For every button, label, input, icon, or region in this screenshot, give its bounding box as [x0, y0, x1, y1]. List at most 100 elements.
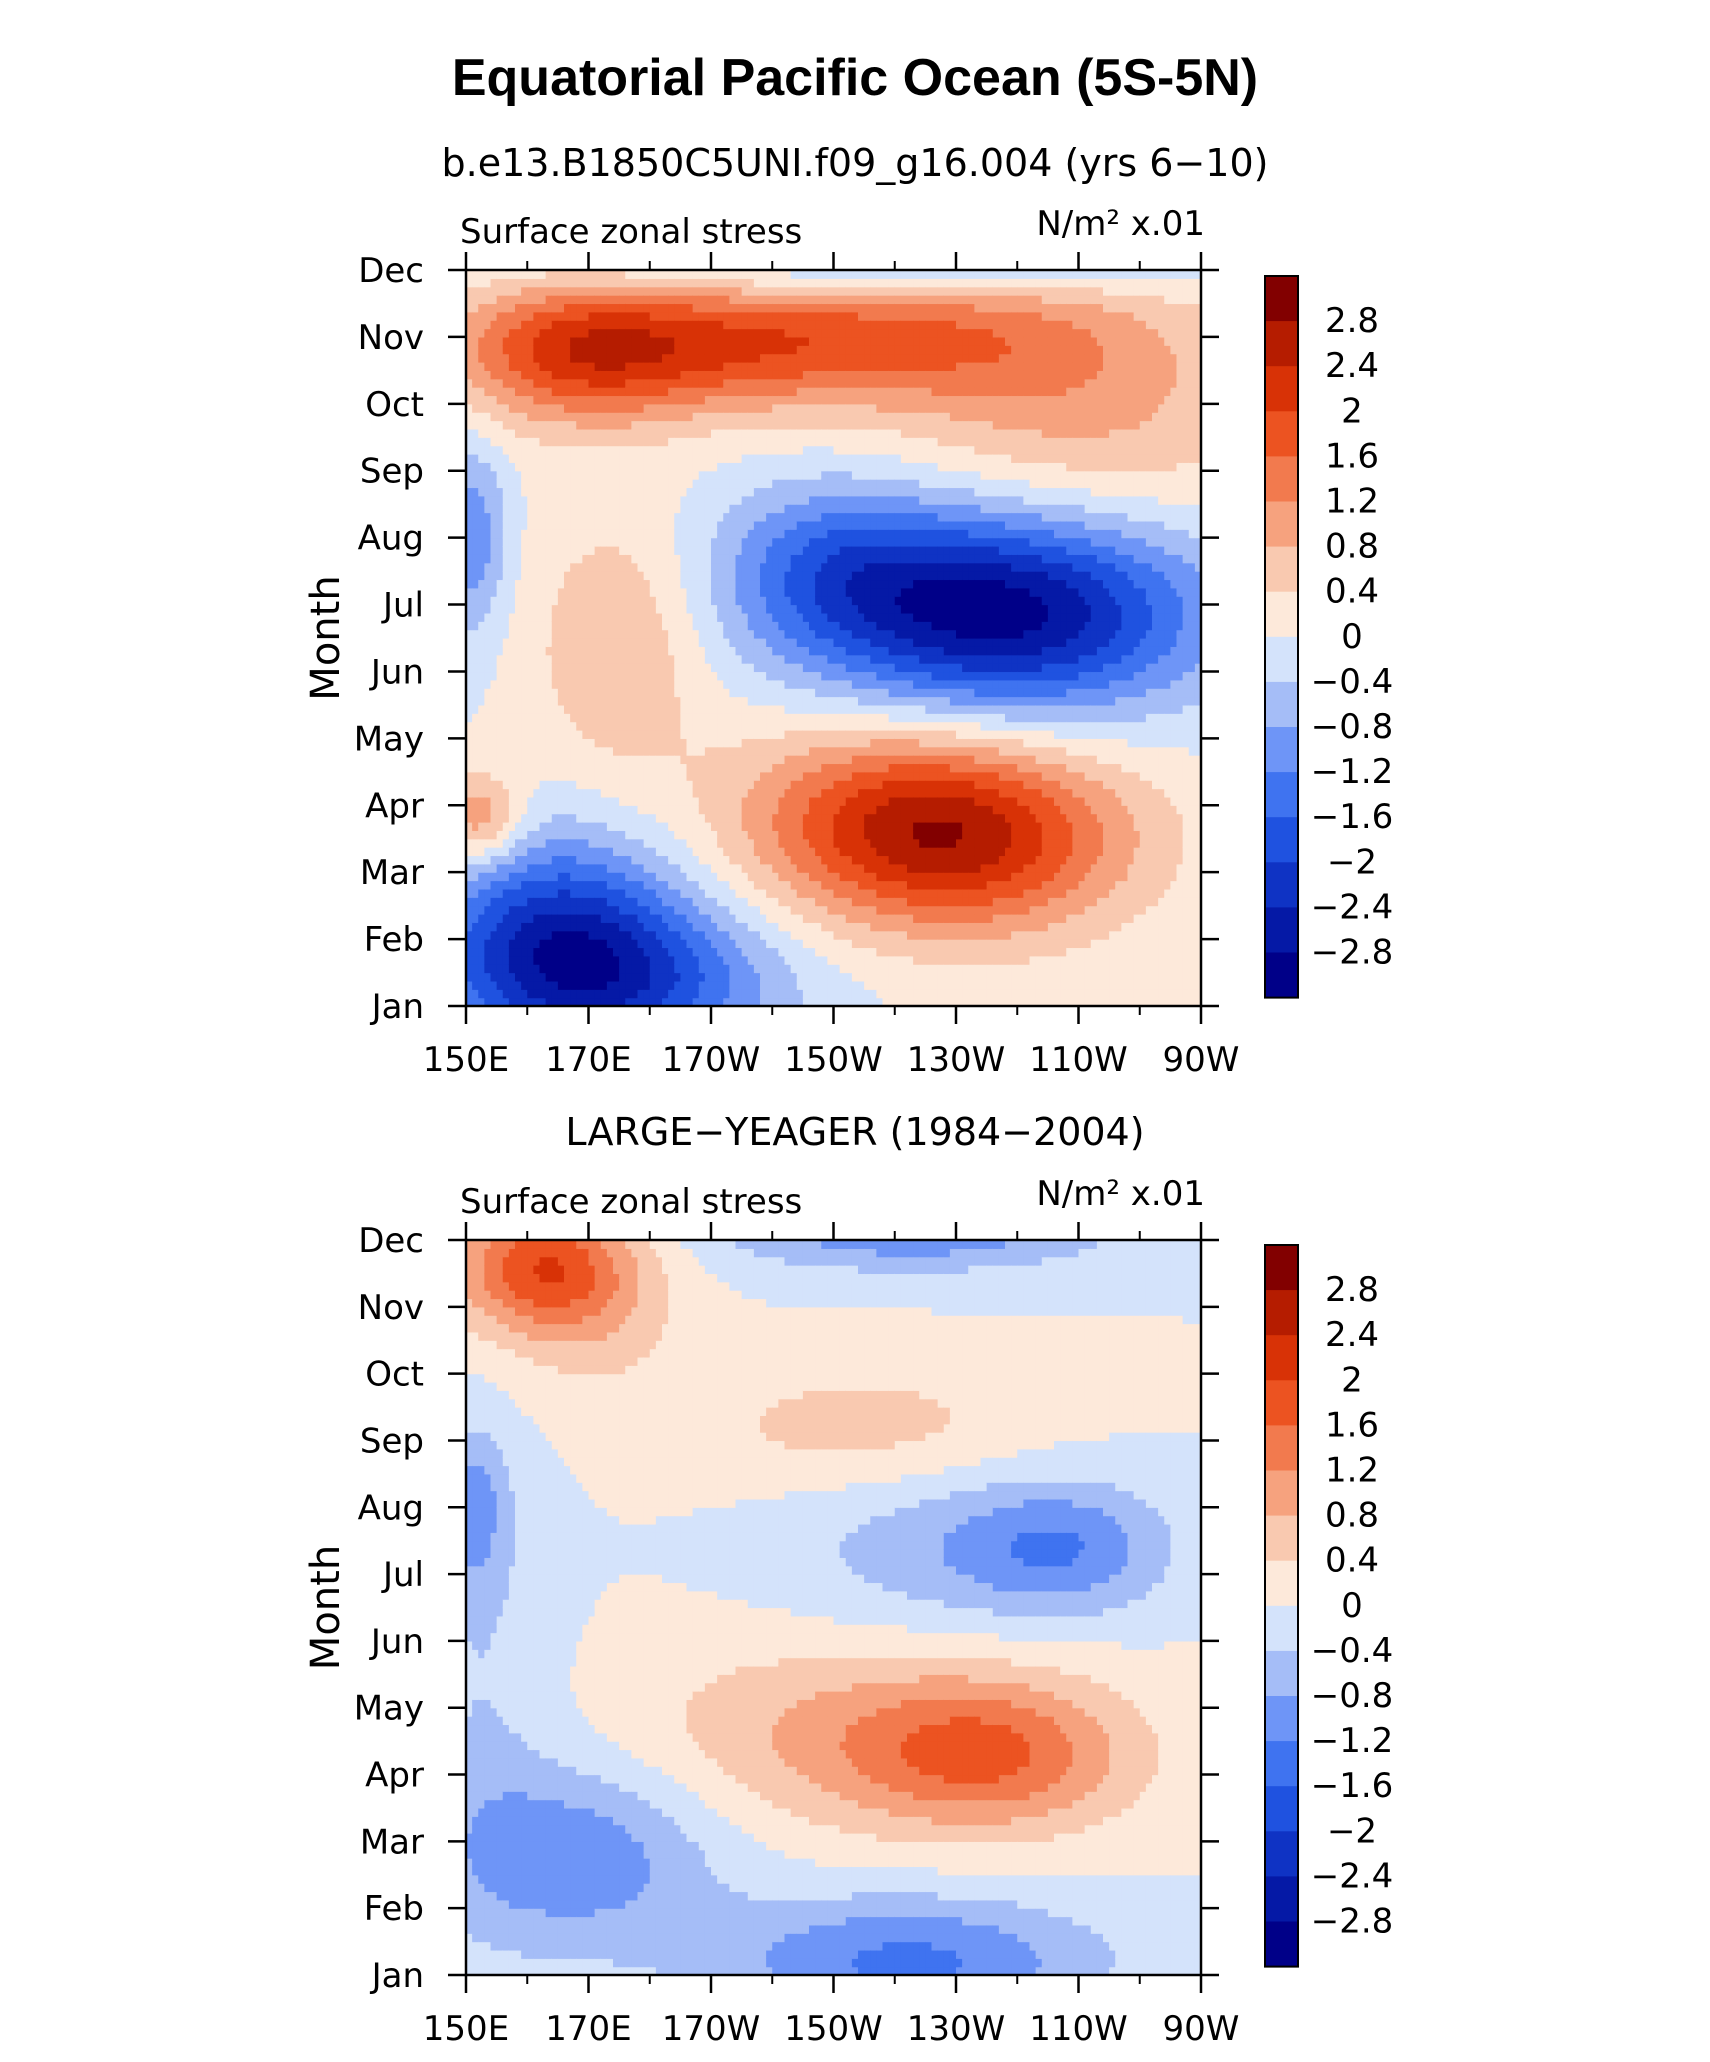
heatmap-cell [802, 888, 810, 898]
heatmap-cell [760, 403, 767, 413]
heatmap-cell [619, 771, 626, 781]
heatmap-cell [704, 980, 712, 990]
heatmap-cell [545, 345, 553, 355]
heatmap-cell [711, 336, 718, 346]
heatmap-cell [472, 303, 479, 313]
heatmap-cell [619, 604, 626, 614]
heatmap-cell [508, 830, 516, 840]
heatmap-cell [466, 612, 473, 622]
heatmap-cell [588, 604, 596, 614]
heatmap-cell [760, 780, 767, 790]
heatmap-cell [533, 579, 541, 589]
heatmap-cell [521, 454, 528, 463]
heatmap-cell [557, 537, 565, 547]
heatmap-cell [472, 554, 479, 564]
heatmap-cell [484, 495, 492, 505]
heatmap-cell [711, 387, 718, 397]
heatmap-cell [570, 679, 577, 689]
heatmap-cell [502, 897, 510, 907]
heatmap-cell [637, 888, 645, 898]
heatmap-cell [649, 679, 657, 689]
heatmap-cell [637, 755, 645, 765]
heatmap-cell [760, 671, 767, 681]
heatmap-cell [680, 320, 688, 330]
heatmap-cell [527, 512, 534, 522]
heatmap-cell [594, 546, 602, 555]
heatmap-cell [551, 546, 559, 555]
heatmap-cell [515, 788, 522, 798]
heatmap-cell [686, 972, 694, 982]
heatmap-cell [692, 303, 700, 313]
heatmap-cell [747, 989, 755, 999]
heatmap-cell [490, 529, 498, 539]
heatmap-cell [796, 838, 804, 848]
heatmap-cell [594, 930, 602, 940]
heatmap-cell [600, 897, 608, 907]
heatmap-cell [631, 771, 639, 781]
heatmap-cell [655, 428, 663, 438]
heatmap-cell [588, 353, 596, 363]
heatmap-cell [619, 554, 626, 564]
heatmap-cell [508, 997, 516, 1007]
heatmap-cell [619, 412, 626, 422]
heatmap-cell [625, 914, 632, 923]
heatmap-cell [698, 771, 706, 781]
heatmap-cell [649, 286, 657, 296]
heatmap-cell [521, 270, 528, 279]
heatmap-cell [490, 403, 498, 413]
heatmap-cell [784, 905, 792, 915]
heatmap-cell [674, 646, 681, 656]
heatmap-cell [711, 939, 718, 949]
heatmap-cell [472, 964, 479, 974]
heatmap-cell [735, 579, 743, 589]
heatmap-cell [472, 763, 479, 773]
heatmap-cell [472, 320, 479, 330]
heatmap-cell [484, 663, 492, 673]
heatmap-cell [502, 763, 510, 773]
heatmap-cell [637, 596, 645, 606]
heatmap-cell [766, 997, 773, 1007]
heatmap-cell [704, 562, 712, 572]
heatmap-cell [527, 805, 534, 815]
heatmap-cell [631, 629, 639, 639]
heatmap-cell [625, 345, 632, 355]
heatmap-cell [521, 755, 528, 765]
heatmap-cell [490, 437, 498, 447]
heatmap-cell [729, 813, 737, 823]
heatmap-cell [637, 688, 645, 698]
heatmap-cell [753, 730, 761, 739]
heatmap-cell [564, 721, 571, 731]
heatmap-cell [490, 822, 498, 831]
heatmap-cell [600, 939, 608, 949]
heatmap-cell [502, 830, 510, 840]
heatmap-cell [478, 838, 485, 848]
heatmap-cell [527, 704, 534, 714]
heatmap-cell [753, 997, 761, 1007]
heatmap-cell [472, 470, 479, 480]
heatmap-cell [717, 746, 724, 756]
heatmap-cell [662, 378, 669, 388]
heatmap-cell [698, 295, 706, 305]
heatmap-cell [753, 897, 761, 907]
heatmap-cell [662, 663, 669, 673]
heatmap-cell [668, 763, 675, 773]
heatmap-cell [539, 378, 547, 388]
heatmap-cell [625, 763, 632, 773]
heatmap-cell [802, 445, 810, 455]
heatmap-cell [790, 479, 798, 489]
heatmap-cell [760, 638, 767, 647]
heatmap-cell [539, 679, 547, 689]
heatmap-cell [747, 629, 755, 639]
heatmap-cell [680, 654, 688, 664]
heatmap-cell [760, 721, 767, 731]
heatmap-cell [668, 654, 675, 664]
heatmap-cell [723, 537, 730, 547]
heatmap-cell [508, 671, 516, 681]
heatmap-cell [527, 771, 534, 781]
heatmap-cell [582, 562, 590, 572]
heatmap-cell [698, 830, 706, 840]
heatmap-cell [741, 805, 749, 815]
heatmap-cell [680, 989, 688, 999]
heatmap-cell [753, 403, 761, 413]
heatmap-cell [766, 612, 773, 622]
